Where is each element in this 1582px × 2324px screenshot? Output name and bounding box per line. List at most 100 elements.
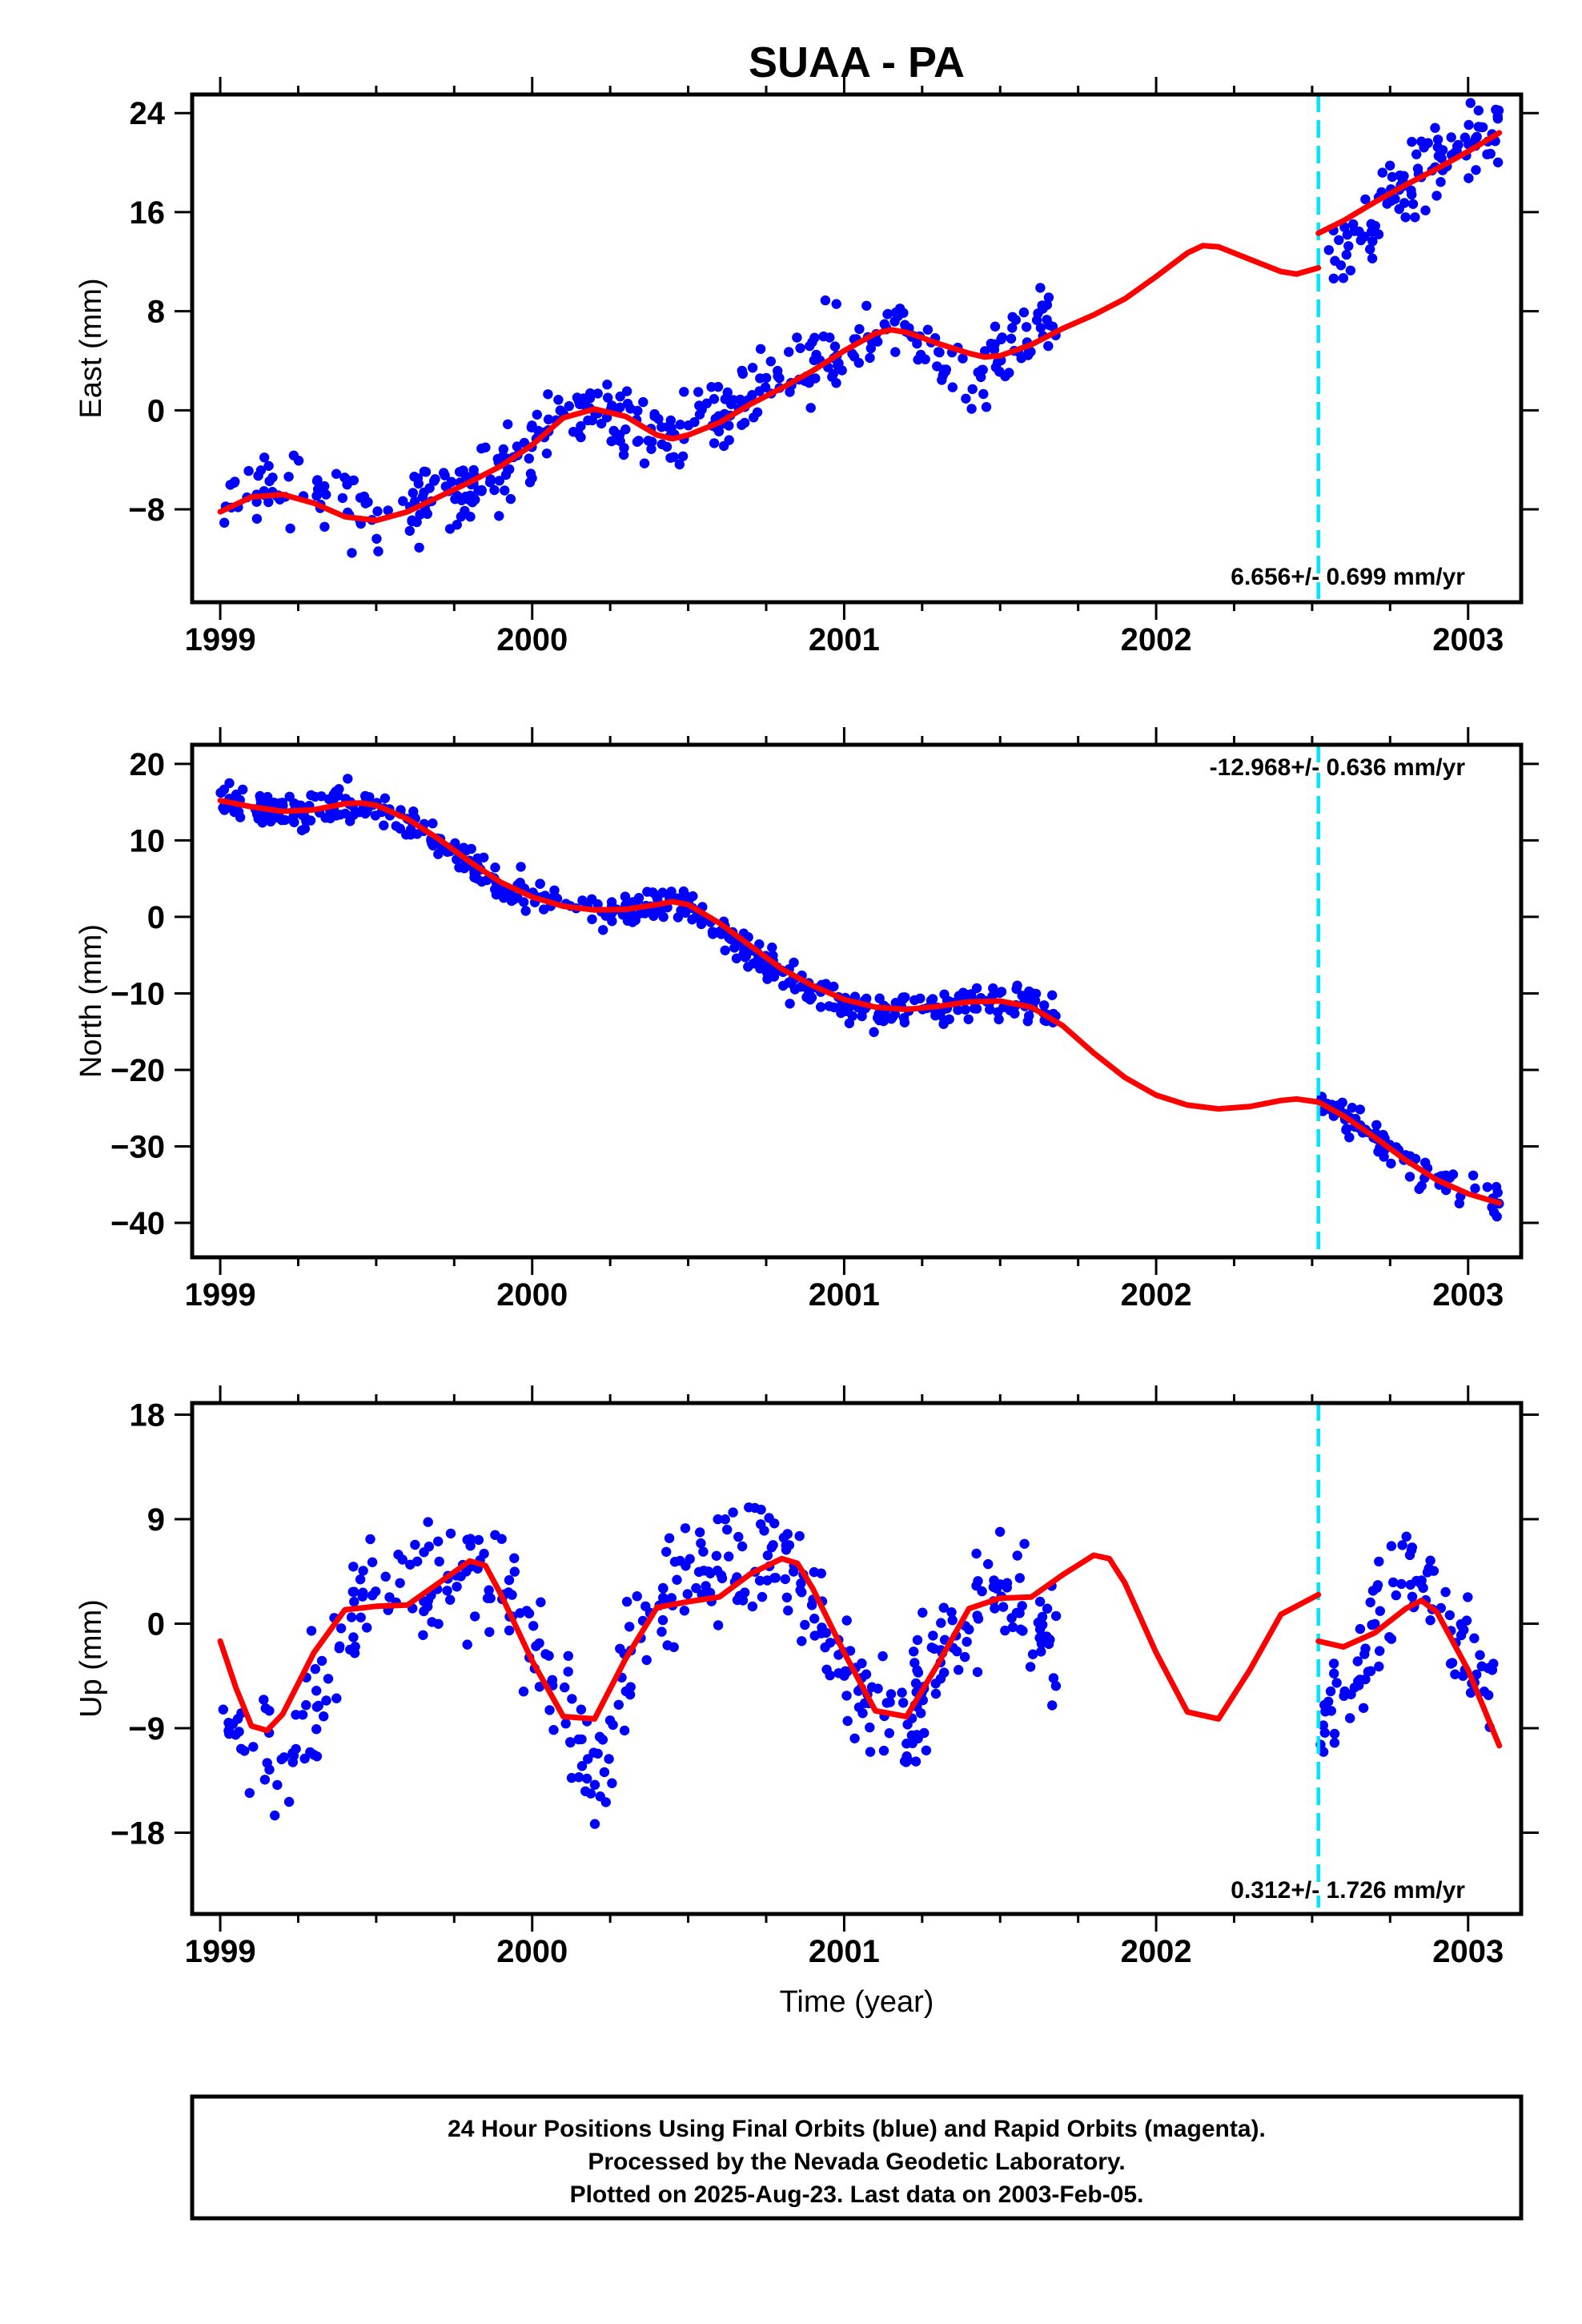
- data-point: [1360, 194, 1371, 205]
- data-point: [705, 1568, 716, 1579]
- data-point: [509, 1553, 520, 1563]
- data-point: [512, 441, 523, 452]
- data-point: [809, 1614, 820, 1624]
- data-point: [733, 1531, 744, 1542]
- data-point: [980, 346, 990, 356]
- data-point: [1483, 1663, 1494, 1674]
- data-point: [1034, 1596, 1046, 1607]
- data-point: [465, 512, 476, 522]
- data-point: [520, 906, 531, 916]
- data-point: [990, 339, 1000, 350]
- data-point: [696, 919, 707, 930]
- data-point: [841, 1615, 852, 1626]
- data-point: [782, 1529, 793, 1540]
- data-point: [1470, 1183, 1480, 1194]
- plot-frame: [190, 92, 1524, 605]
- data-point: [1431, 191, 1442, 201]
- data-point: [1411, 149, 1422, 159]
- data-point: [632, 1591, 642, 1602]
- data-point: [1043, 292, 1054, 303]
- data-point: [999, 1579, 1010, 1590]
- data-point: [649, 411, 660, 421]
- data-point: [1027, 1649, 1038, 1659]
- data-point: [1341, 1124, 1352, 1134]
- data-point: [253, 470, 263, 481]
- data-point: [857, 1658, 867, 1669]
- data-point: [682, 1589, 693, 1599]
- y-tick-label: −8: [128, 493, 165, 528]
- y-axis-title: Up (mm): [74, 1599, 108, 1718]
- data-point: [1432, 142, 1443, 152]
- data-point: [319, 1711, 329, 1722]
- data-point: [701, 398, 712, 408]
- data-point: [293, 456, 304, 466]
- data-point: [1037, 1611, 1048, 1622]
- x-tick-label: 2002: [1121, 622, 1192, 657]
- data-point: [937, 375, 947, 385]
- data-point: [789, 984, 801, 995]
- x-tick-label: 2000: [496, 622, 568, 657]
- y-tick-label: −18: [110, 1816, 165, 1852]
- data-point: [360, 806, 371, 817]
- data-point: [757, 1591, 768, 1602]
- data-point: [257, 818, 267, 828]
- data-point: [967, 384, 978, 395]
- data-point: [306, 790, 316, 801]
- data-point: [433, 1536, 444, 1547]
- data-point: [625, 1682, 636, 1692]
- data-point: [419, 487, 429, 498]
- data-point: [355, 1574, 366, 1585]
- data-point: [313, 1700, 323, 1711]
- data-point: [797, 1636, 807, 1647]
- data-point: [662, 1640, 673, 1651]
- data-point: [539, 904, 549, 915]
- data-point: [849, 1733, 860, 1743]
- data-point: [691, 1582, 701, 1594]
- x-axis-title: Time (year): [780, 1985, 934, 2019]
- data-point: [276, 1754, 287, 1765]
- data-point: [576, 1704, 587, 1715]
- data-point: [731, 953, 742, 964]
- data-point: [316, 791, 327, 802]
- data-point: [1367, 236, 1378, 247]
- data-point: [735, 394, 745, 405]
- data-point: [1354, 1680, 1364, 1691]
- data-point: [498, 887, 508, 898]
- data-point: [319, 521, 330, 532]
- data-point: [1006, 1613, 1017, 1623]
- data-point: [1355, 1623, 1366, 1634]
- data-point: [1433, 151, 1444, 161]
- data-point: [372, 506, 383, 517]
- data-point: [503, 464, 513, 474]
- data-point: [638, 396, 648, 408]
- y-tick-label: 10: [130, 823, 166, 858]
- data-point: [934, 347, 944, 357]
- data-point: [419, 1547, 429, 1558]
- data-point: [498, 444, 508, 455]
- data-point: [865, 352, 875, 364]
- data-point: [1015, 1624, 1026, 1634]
- data-point: [898, 308, 909, 318]
- data-point: [1038, 304, 1048, 314]
- data-point: [747, 363, 758, 373]
- data-point: [805, 403, 816, 413]
- data-point: [1374, 1661, 1384, 1672]
- data-point: [897, 993, 908, 1003]
- data-point: [358, 1566, 368, 1576]
- data-point: [1430, 123, 1440, 133]
- data-point: [1342, 229, 1353, 240]
- data-point: [624, 1622, 635, 1632]
- data-point: [251, 513, 263, 524]
- data-point: [754, 939, 765, 950]
- data-points: [218, 1502, 1499, 1829]
- y-axis-title: North (mm): [74, 924, 108, 1078]
- data-point: [1048, 1673, 1059, 1683]
- data-point: [335, 1623, 347, 1634]
- data-point: [524, 477, 536, 488]
- data-point: [1365, 1597, 1375, 1608]
- data-point: [647, 436, 657, 447]
- data-point: [218, 802, 228, 813]
- data-point: [898, 1698, 909, 1708]
- data-point: [1485, 148, 1496, 159]
- data-point: [761, 372, 772, 384]
